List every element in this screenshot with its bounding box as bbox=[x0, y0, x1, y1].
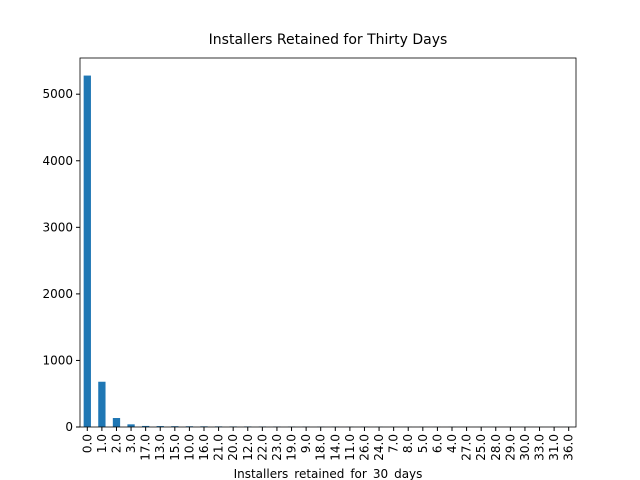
y-tick-label: 4000 bbox=[42, 154, 73, 168]
chart-title: Installers Retained for Thirty Days bbox=[209, 32, 448, 48]
bar bbox=[98, 381, 106, 427]
x-tick-label: 11.0 bbox=[343, 434, 357, 461]
x-tick-label: 22.0 bbox=[255, 434, 269, 461]
bar bbox=[127, 424, 135, 427]
x-tick-label: 12.0 bbox=[241, 434, 255, 461]
x-tick-label: 2.0 bbox=[109, 434, 123, 453]
x-tick-label: 26.0 bbox=[357, 434, 371, 461]
x-tick-label: 3.0 bbox=[124, 434, 138, 453]
x-tick-label: 23.0 bbox=[270, 434, 284, 461]
x-tick-label: 0.0 bbox=[80, 434, 94, 453]
x-tick-label: 21.0 bbox=[212, 434, 226, 461]
x-tick-label: 16.0 bbox=[197, 434, 211, 461]
x-tick-label: 8.0 bbox=[401, 434, 415, 453]
x-tick-label: 4.0 bbox=[445, 434, 459, 453]
x-tick-label: 31.0 bbox=[547, 434, 561, 461]
x-tick-label: 28.0 bbox=[489, 434, 503, 461]
bar bbox=[112, 418, 121, 427]
x-tick-label: 17.0 bbox=[139, 434, 153, 461]
plot-frame bbox=[79, 57, 577, 428]
x-tick-label: 33.0 bbox=[533, 434, 547, 461]
x-tick-label: 14.0 bbox=[328, 434, 342, 461]
x-tick-label: 29.0 bbox=[503, 434, 517, 461]
x-tick-label: 20.0 bbox=[226, 434, 240, 461]
bar bbox=[83, 75, 91, 428]
bar bbox=[142, 425, 150, 427]
x-tick-label: 10.0 bbox=[182, 434, 196, 461]
x-tick-label: 1.0 bbox=[95, 434, 109, 453]
x-tick-label: 7.0 bbox=[387, 434, 401, 453]
x-tick-label: 25.0 bbox=[474, 434, 488, 461]
x-tick-label: 27.0 bbox=[460, 434, 474, 461]
y-tick-label: 2000 bbox=[42, 287, 73, 301]
x-tick-label: 24.0 bbox=[372, 434, 386, 461]
x-tick-label: 5.0 bbox=[416, 434, 430, 453]
y-tick-label: 1000 bbox=[42, 353, 73, 367]
x-tick-label: 13.0 bbox=[153, 434, 167, 461]
x-tick-label: 30.0 bbox=[518, 434, 532, 461]
x-tick-label: 18.0 bbox=[314, 434, 328, 461]
y-tick-label: 0 bbox=[65, 420, 73, 434]
x-tick-label: 19.0 bbox=[285, 434, 299, 461]
x-tick-label: 15.0 bbox=[168, 434, 182, 461]
y-tick-label: 5000 bbox=[42, 87, 73, 101]
x-axis-label: Installers_retained_for_30_days bbox=[234, 467, 423, 480]
x-tick-label: 6.0 bbox=[430, 434, 444, 453]
y-tick-label: 3000 bbox=[42, 220, 73, 234]
x-tick-label: 36.0 bbox=[562, 434, 576, 461]
bar bbox=[156, 426, 164, 427]
x-tick-label: 9.0 bbox=[299, 434, 313, 453]
